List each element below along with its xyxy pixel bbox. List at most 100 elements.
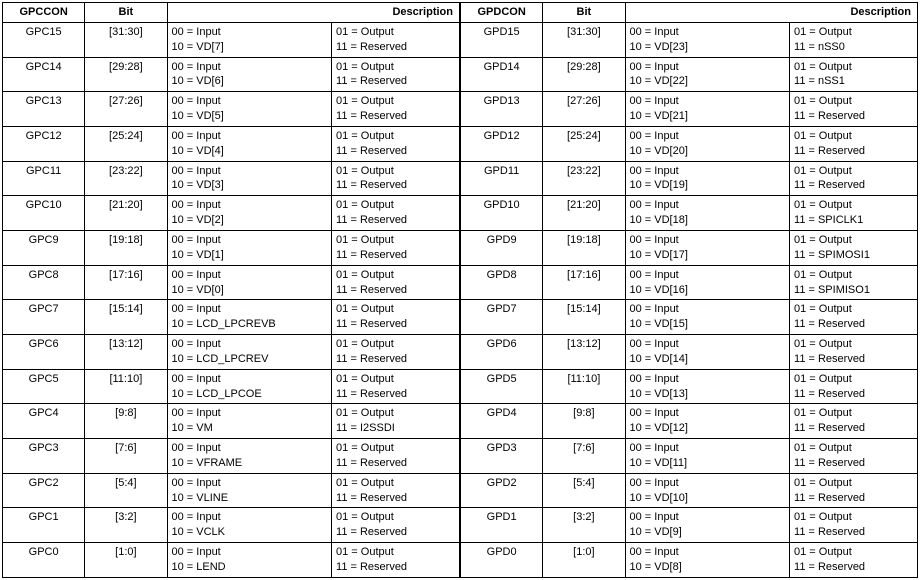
cell-desc-right: 01 = Output 11 = Reserved	[332, 369, 460, 404]
cell-reg: GPC5	[3, 369, 85, 404]
cell-reg: GPD2	[461, 473, 543, 508]
table-row: GPD12[25:24]00 = Input 10 = VD[20]01 = O…	[461, 126, 918, 161]
table-gpdcon: GPDCON Bit Description GPD15[31:30]00 = …	[460, 2, 918, 578]
cell-desc-right: 01 = Output 11 = Reserved	[790, 92, 918, 127]
tbody-right: GPD15[31:30]00 = Input 10 = VD[23]01 = O…	[461, 22, 918, 577]
table-row: GPD11[23:22]00 = Input 10 = VD[19]01 = O…	[461, 161, 918, 196]
cell-desc-right: 01 = Output 11 = Reserved	[332, 92, 460, 127]
cell-desc-left: 00 = Input 10 = VLINE	[167, 473, 332, 508]
cell-desc-left: 00 = Input 10 = VD[20]	[625, 126, 790, 161]
cell-bit: [25:24]	[85, 126, 167, 161]
table-row: GPD15[31:30]00 = Input 10 = VD[23]01 = O…	[461, 22, 918, 57]
cell-reg: GPD5	[461, 369, 543, 404]
cell-reg: GPC2	[3, 473, 85, 508]
cell-reg: GPC14	[3, 57, 85, 92]
cell-desc-right: 01 = Output 11 = Reserved	[790, 335, 918, 370]
cell-bit: [15:14]	[85, 300, 167, 335]
cell-bit: [31:30]	[543, 22, 625, 57]
table-row: GPC7[15:14]00 = Input 10 = LCD_LPCREVB01…	[3, 300, 460, 335]
table-gpccon: GPCCON Bit Description GPC15[31:30]00 = …	[2, 2, 460, 578]
cell-desc-left: 00 = Input 10 = VD[22]	[625, 57, 790, 92]
cell-bit: [27:26]	[85, 92, 167, 127]
table-row: GPC5[11:10]00 = Input 10 = LCD_LPCOE01 =…	[3, 369, 460, 404]
table-row: GPD4[9:8]00 = Input 10 = VD[12]01 = Outp…	[461, 404, 918, 439]
table-row: GPD5[11:10]00 = Input 10 = VD[13]01 = Ou…	[461, 369, 918, 404]
th-reg: GPDCON	[461, 3, 543, 23]
table-row: GPC12[25:24]00 = Input 10 = VD[4]01 = Ou…	[3, 126, 460, 161]
cell-desc-right: 01 = Output 11 = nSS1	[790, 57, 918, 92]
cell-bit: [27:26]	[543, 92, 625, 127]
cell-bit: [23:22]	[85, 161, 167, 196]
cell-bit: [29:28]	[543, 57, 625, 92]
table-row: GPD7[15:14]00 = Input 10 = VD[15]01 = Ou…	[461, 300, 918, 335]
cell-desc-left: 00 = Input 10 = VD[10]	[625, 473, 790, 508]
cell-desc-left: 00 = Input 10 = VCLK	[167, 508, 332, 543]
th-bit: Bit	[85, 3, 167, 23]
cell-bit: [15:14]	[543, 300, 625, 335]
cell-bit: [7:6]	[85, 439, 167, 474]
cell-bit: [31:30]	[85, 22, 167, 57]
table-row: GPC8[17:16]00 = Input 10 = VD[0]01 = Out…	[3, 265, 460, 300]
cell-desc-right: 01 = Output 11 = Reserved	[790, 439, 918, 474]
cell-reg: GPD3	[461, 439, 543, 474]
cell-desc-left: 00 = Input 10 = VD[7]	[167, 22, 332, 57]
cell-desc-left: 00 = Input 10 = VM	[167, 404, 332, 439]
cell-reg: GPD8	[461, 265, 543, 300]
table-row: GPD0[1:0]00 = Input 10 = VD[8]01 = Outpu…	[461, 543, 918, 578]
table-row: GPD6[13:12]00 = Input 10 = VD[14]01 = Ou…	[461, 335, 918, 370]
cell-desc-left: 00 = Input 10 = VD[13]	[625, 369, 790, 404]
cell-reg: GPC4	[3, 404, 85, 439]
th-bit: Bit	[543, 3, 625, 23]
table-row: GPC13[27:26]00 = Input 10 = VD[5]01 = Ou…	[3, 92, 460, 127]
cell-desc-left: 00 = Input 10 = VD[1]	[167, 230, 332, 265]
cell-desc-left: 00 = Input 10 = VD[2]	[167, 196, 332, 231]
cell-desc-right: 01 = Output 11 = Reserved	[332, 126, 460, 161]
cell-reg: GPC1	[3, 508, 85, 543]
cell-desc-right: 01 = Output 11 = Reserved	[332, 22, 460, 57]
cell-bit: [3:2]	[543, 508, 625, 543]
cell-desc-left: 00 = Input 10 = VD[11]	[625, 439, 790, 474]
cell-bit: [29:28]	[85, 57, 167, 92]
cell-desc-left: 00 = Input 10 = VD[6]	[167, 57, 332, 92]
cell-desc-right: 01 = Output 11 = Reserved	[332, 473, 460, 508]
cell-desc-left: 00 = Input 10 = LCD_LPCREV	[167, 335, 332, 370]
cell-desc-right: 01 = Output 11 = nSS0	[790, 22, 918, 57]
cell-desc-right: 01 = Output 11 = Reserved	[332, 265, 460, 300]
cell-desc-right: 01 = Output 11 = Reserved	[332, 230, 460, 265]
cell-desc-right: 01 = Output 11 = Reserved	[332, 161, 460, 196]
cell-desc-right: 01 = Output 11 = Reserved	[332, 439, 460, 474]
cell-desc-left: 00 = Input 10 = VD[15]	[625, 300, 790, 335]
cell-bit: [11:10]	[543, 369, 625, 404]
cell-bit: [13:12]	[85, 335, 167, 370]
cell-bit: [21:20]	[85, 196, 167, 231]
cell-desc-left: 00 = Input 10 = VD[3]	[167, 161, 332, 196]
table-row: GPD13[27:26]00 = Input 10 = VD[21]01 = O…	[461, 92, 918, 127]
cell-bit: [1:0]	[85, 543, 167, 578]
cell-desc-right: 01 = Output 11 = Reserved	[790, 161, 918, 196]
cell-reg: GPC9	[3, 230, 85, 265]
table-row: GPC6[13:12]00 = Input 10 = LCD_LPCREV01 …	[3, 335, 460, 370]
cell-desc-right: 01 = Output 11 = Reserved	[332, 196, 460, 231]
cell-bit: [21:20]	[543, 196, 625, 231]
cell-desc-right: 01 = Output 11 = Reserved	[790, 543, 918, 578]
cell-desc-left: 00 = Input 10 = VD[9]	[625, 508, 790, 543]
table-row: GPD3[7:6]00 = Input 10 = VD[11]01 = Outp…	[461, 439, 918, 474]
table-header-row: GPDCON Bit Description	[461, 3, 918, 23]
cell-desc-left: 00 = Input 10 = VD[4]	[167, 126, 332, 161]
cell-desc-left: 00 = Input 10 = VD[5]	[167, 92, 332, 127]
th-desc: Description	[625, 3, 918, 23]
table-row: GPD8[17:16]00 = Input 10 = VD[16]01 = Ou…	[461, 265, 918, 300]
cell-reg: GPD10	[461, 196, 543, 231]
cell-desc-left: 00 = Input 10 = VD[16]	[625, 265, 790, 300]
cell-desc-left: 00 = Input 10 = VD[19]	[625, 161, 790, 196]
cell-desc-left: 00 = Input 10 = VD[18]	[625, 196, 790, 231]
cell-reg: GPD14	[461, 57, 543, 92]
cell-desc-right: 01 = Output 11 = Reserved	[790, 404, 918, 439]
table-row: GPD14[29:28]00 = Input 10 = VD[22]01 = O…	[461, 57, 918, 92]
cell-reg: GPC13	[3, 92, 85, 127]
th-desc: Description	[167, 3, 460, 23]
cell-reg: GPD13	[461, 92, 543, 127]
register-tables: GPCCON Bit Description GPC15[31:30]00 = …	[2, 2, 918, 578]
cell-desc-left: 00 = Input 10 = VD[21]	[625, 92, 790, 127]
cell-reg: GPC0	[3, 543, 85, 578]
